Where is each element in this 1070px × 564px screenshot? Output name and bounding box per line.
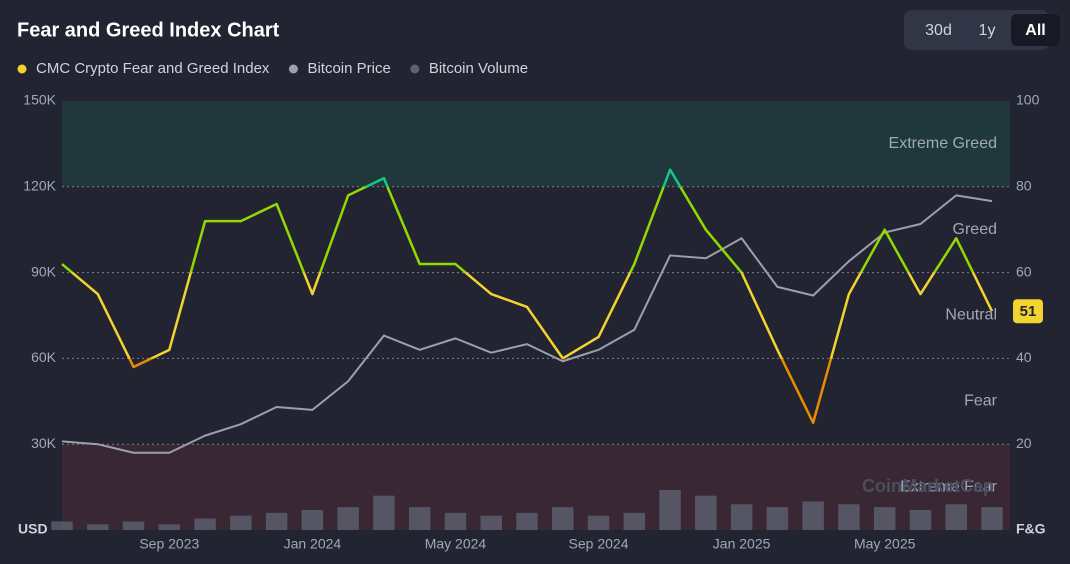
x-tick-label: Jan 2024 bbox=[284, 536, 342, 552]
legend-label: Bitcoin Volume bbox=[429, 60, 528, 77]
y2-tick-label: 40 bbox=[1016, 349, 1032, 365]
zone-label: Extreme Greed bbox=[889, 135, 997, 152]
volume-bar bbox=[623, 512, 646, 530]
volume-bar bbox=[444, 512, 467, 530]
y-tick-label: 60K bbox=[31, 349, 57, 365]
volume-bar bbox=[122, 521, 145, 530]
range-button-bg bbox=[1011, 14, 1060, 46]
legend-marker bbox=[288, 64, 298, 74]
x-tick-label: May 2025 bbox=[854, 536, 916, 552]
volume-bar bbox=[909, 509, 932, 530]
volume-bar bbox=[230, 515, 252, 530]
y-tick-label: 120K bbox=[23, 178, 56, 194]
zone-label: Neutral bbox=[945, 307, 997, 324]
legend-label: Bitcoin Price bbox=[307, 60, 390, 77]
volume-bar bbox=[408, 507, 431, 530]
volume-bar bbox=[480, 515, 502, 530]
volume-bar bbox=[301, 509, 324, 530]
volume-bar bbox=[766, 507, 789, 530]
y2-tick-label: 100 bbox=[1016, 92, 1040, 108]
volume-bar bbox=[87, 524, 109, 530]
volume-bar bbox=[516, 512, 538, 530]
legend-marker bbox=[410, 64, 420, 74]
volume-bar bbox=[194, 518, 216, 530]
range-button[interactable]: 1y bbox=[979, 22, 996, 39]
x-tick-label: Jan 2025 bbox=[713, 536, 771, 552]
zone-label: Extreme Fear bbox=[900, 478, 998, 495]
chart-title: Fear and Greed Index Chart bbox=[17, 19, 280, 41]
volume-bar bbox=[730, 504, 753, 530]
volume-bar bbox=[158, 524, 181, 530]
volume-bar bbox=[552, 507, 574, 530]
fear-greed-line bbox=[61, 168, 994, 424]
y2-tick-label: 20 bbox=[1016, 435, 1032, 451]
range-button[interactable]: All bbox=[1025, 22, 1045, 39]
y-tick-label: 150K bbox=[23, 92, 56, 108]
x-tick-label: Sep 2023 bbox=[139, 536, 199, 552]
volume-bar bbox=[51, 521, 73, 530]
volume-bar bbox=[695, 495, 717, 530]
volume-bar bbox=[838, 504, 860, 530]
y-tick-label: 90K bbox=[31, 263, 57, 279]
volume-bar bbox=[981, 507, 1003, 530]
x-tick-label: Sep 2024 bbox=[569, 536, 629, 552]
current-value: 51 bbox=[1020, 303, 1037, 320]
zone-label: Fear bbox=[964, 393, 998, 410]
y2-unit-label: F&G bbox=[1016, 521, 1046, 537]
legend-label: CMC Crypto Fear and Greed Index bbox=[36, 60, 270, 77]
range-button[interactable]: 30d bbox=[925, 22, 952, 39]
volume-bar bbox=[373, 495, 395, 530]
y-unit-label: USD bbox=[18, 521, 48, 537]
y2-tick-label: 60 bbox=[1016, 263, 1032, 279]
volume-bar bbox=[659, 489, 681, 530]
legend-marker bbox=[17, 64, 27, 74]
current-badge bbox=[1013, 299, 1043, 324]
price-line bbox=[61, 194, 993, 454]
x-tick-label: May 2024 bbox=[425, 536, 487, 552]
volume-bar bbox=[945, 504, 967, 530]
volume-bar bbox=[873, 507, 896, 530]
volume-bar bbox=[265, 512, 288, 530]
watermark: CoinMarketCap bbox=[862, 476, 994, 496]
zone-band bbox=[62, 101, 1010, 187]
y-tick-label: 30K bbox=[31, 435, 57, 451]
volume-bar bbox=[587, 515, 610, 530]
volume-bar bbox=[802, 501, 824, 530]
zone-label: Greed bbox=[953, 221, 997, 238]
volume-bar bbox=[337, 507, 359, 530]
y2-tick-label: 80 bbox=[1016, 178, 1032, 194]
